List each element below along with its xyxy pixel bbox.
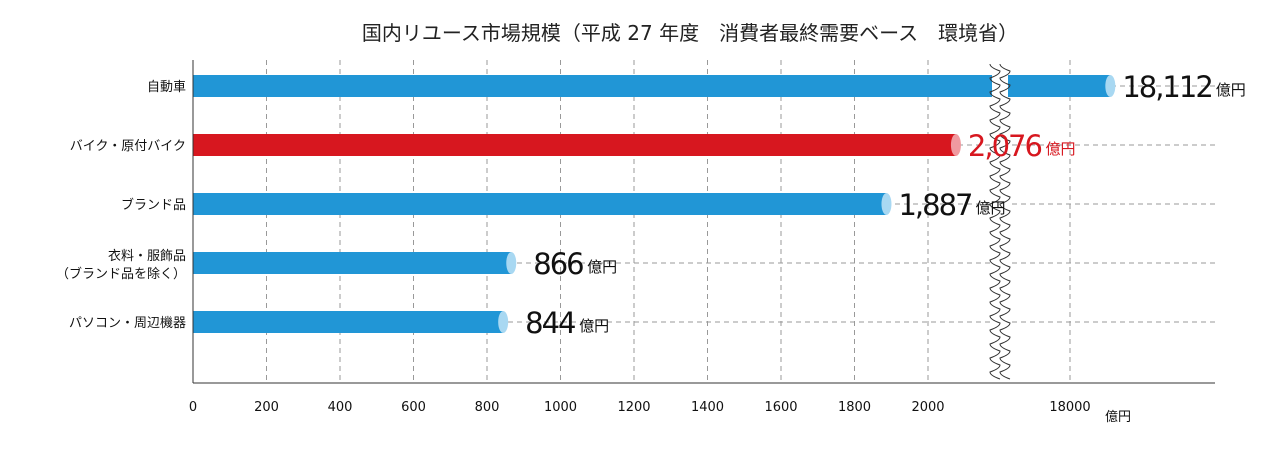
value-unit: 億円 <box>1046 140 1076 158</box>
bar-end-cap <box>1105 75 1116 97</box>
bar-end-cap <box>498 311 509 333</box>
category-label: 自動車 <box>147 80 186 95</box>
category-label: 衣料・服飾品 <box>108 248 186 264</box>
bar <box>193 252 512 274</box>
value-unit: 億円 <box>579 317 609 335</box>
axis-break-mark <box>989 60 1011 389</box>
category-label: （ブランド品を除く） <box>56 266 186 282</box>
x-tick-label: 1800 <box>838 400 871 415</box>
value-unit: 億円 <box>587 258 617 276</box>
x-tick-label: 400 <box>328 400 353 415</box>
bar <box>193 134 956 156</box>
x-tick-label: 18000 <box>1049 400 1090 415</box>
value-label: 866 <box>533 247 583 281</box>
bar-end-cap <box>506 252 517 274</box>
axes: 0 200 400 600 800 1000 1200 1400 1600 1800 2000 180… <box>189 60 1215 425</box>
axis-break-wave <box>989 63 1001 380</box>
axis-break-wave <box>999 63 1011 380</box>
grid-lines <box>193 60 1215 383</box>
value-label: 1,887 <box>898 188 971 222</box>
x-axis-unit: 億円 <box>1105 409 1131 425</box>
bar-end-cap <box>950 134 961 156</box>
x-tick-label: 2000 <box>911 400 944 415</box>
bar-end-cap <box>881 193 892 215</box>
chart-title: 国内リユース市場規模（平成 27 年度 消費者最終需要ベース 環境省） <box>362 21 1018 45</box>
x-tick-label: 1600 <box>764 400 797 415</box>
bar <box>193 311 504 333</box>
category-label: バイク・原付バイク <box>70 139 186 154</box>
x-tick-label: 600 <box>401 400 426 415</box>
x-tick-label: 0 <box>189 400 197 415</box>
value-label: 2,076 <box>968 129 1042 163</box>
x-tick-label: 1200 <box>617 400 650 415</box>
x-tick-label: 1400 <box>691 400 724 415</box>
bar <box>193 193 887 215</box>
value-label: 18,112 <box>1122 70 1211 104</box>
x-tick-label: 200 <box>254 400 279 415</box>
x-tick-label: 800 <box>475 400 500 415</box>
category-label: ブランド品 <box>121 197 186 213</box>
bar <box>193 75 1111 97</box>
bars <box>193 75 1116 333</box>
value-unit: 億円 <box>976 199 1006 217</box>
value-unit: 億円 <box>1216 81 1246 99</box>
x-tick-label: 1000 <box>544 400 577 415</box>
category-label: パソコン・周辺機器 <box>69 316 186 331</box>
value-label: 844 <box>525 306 575 340</box>
